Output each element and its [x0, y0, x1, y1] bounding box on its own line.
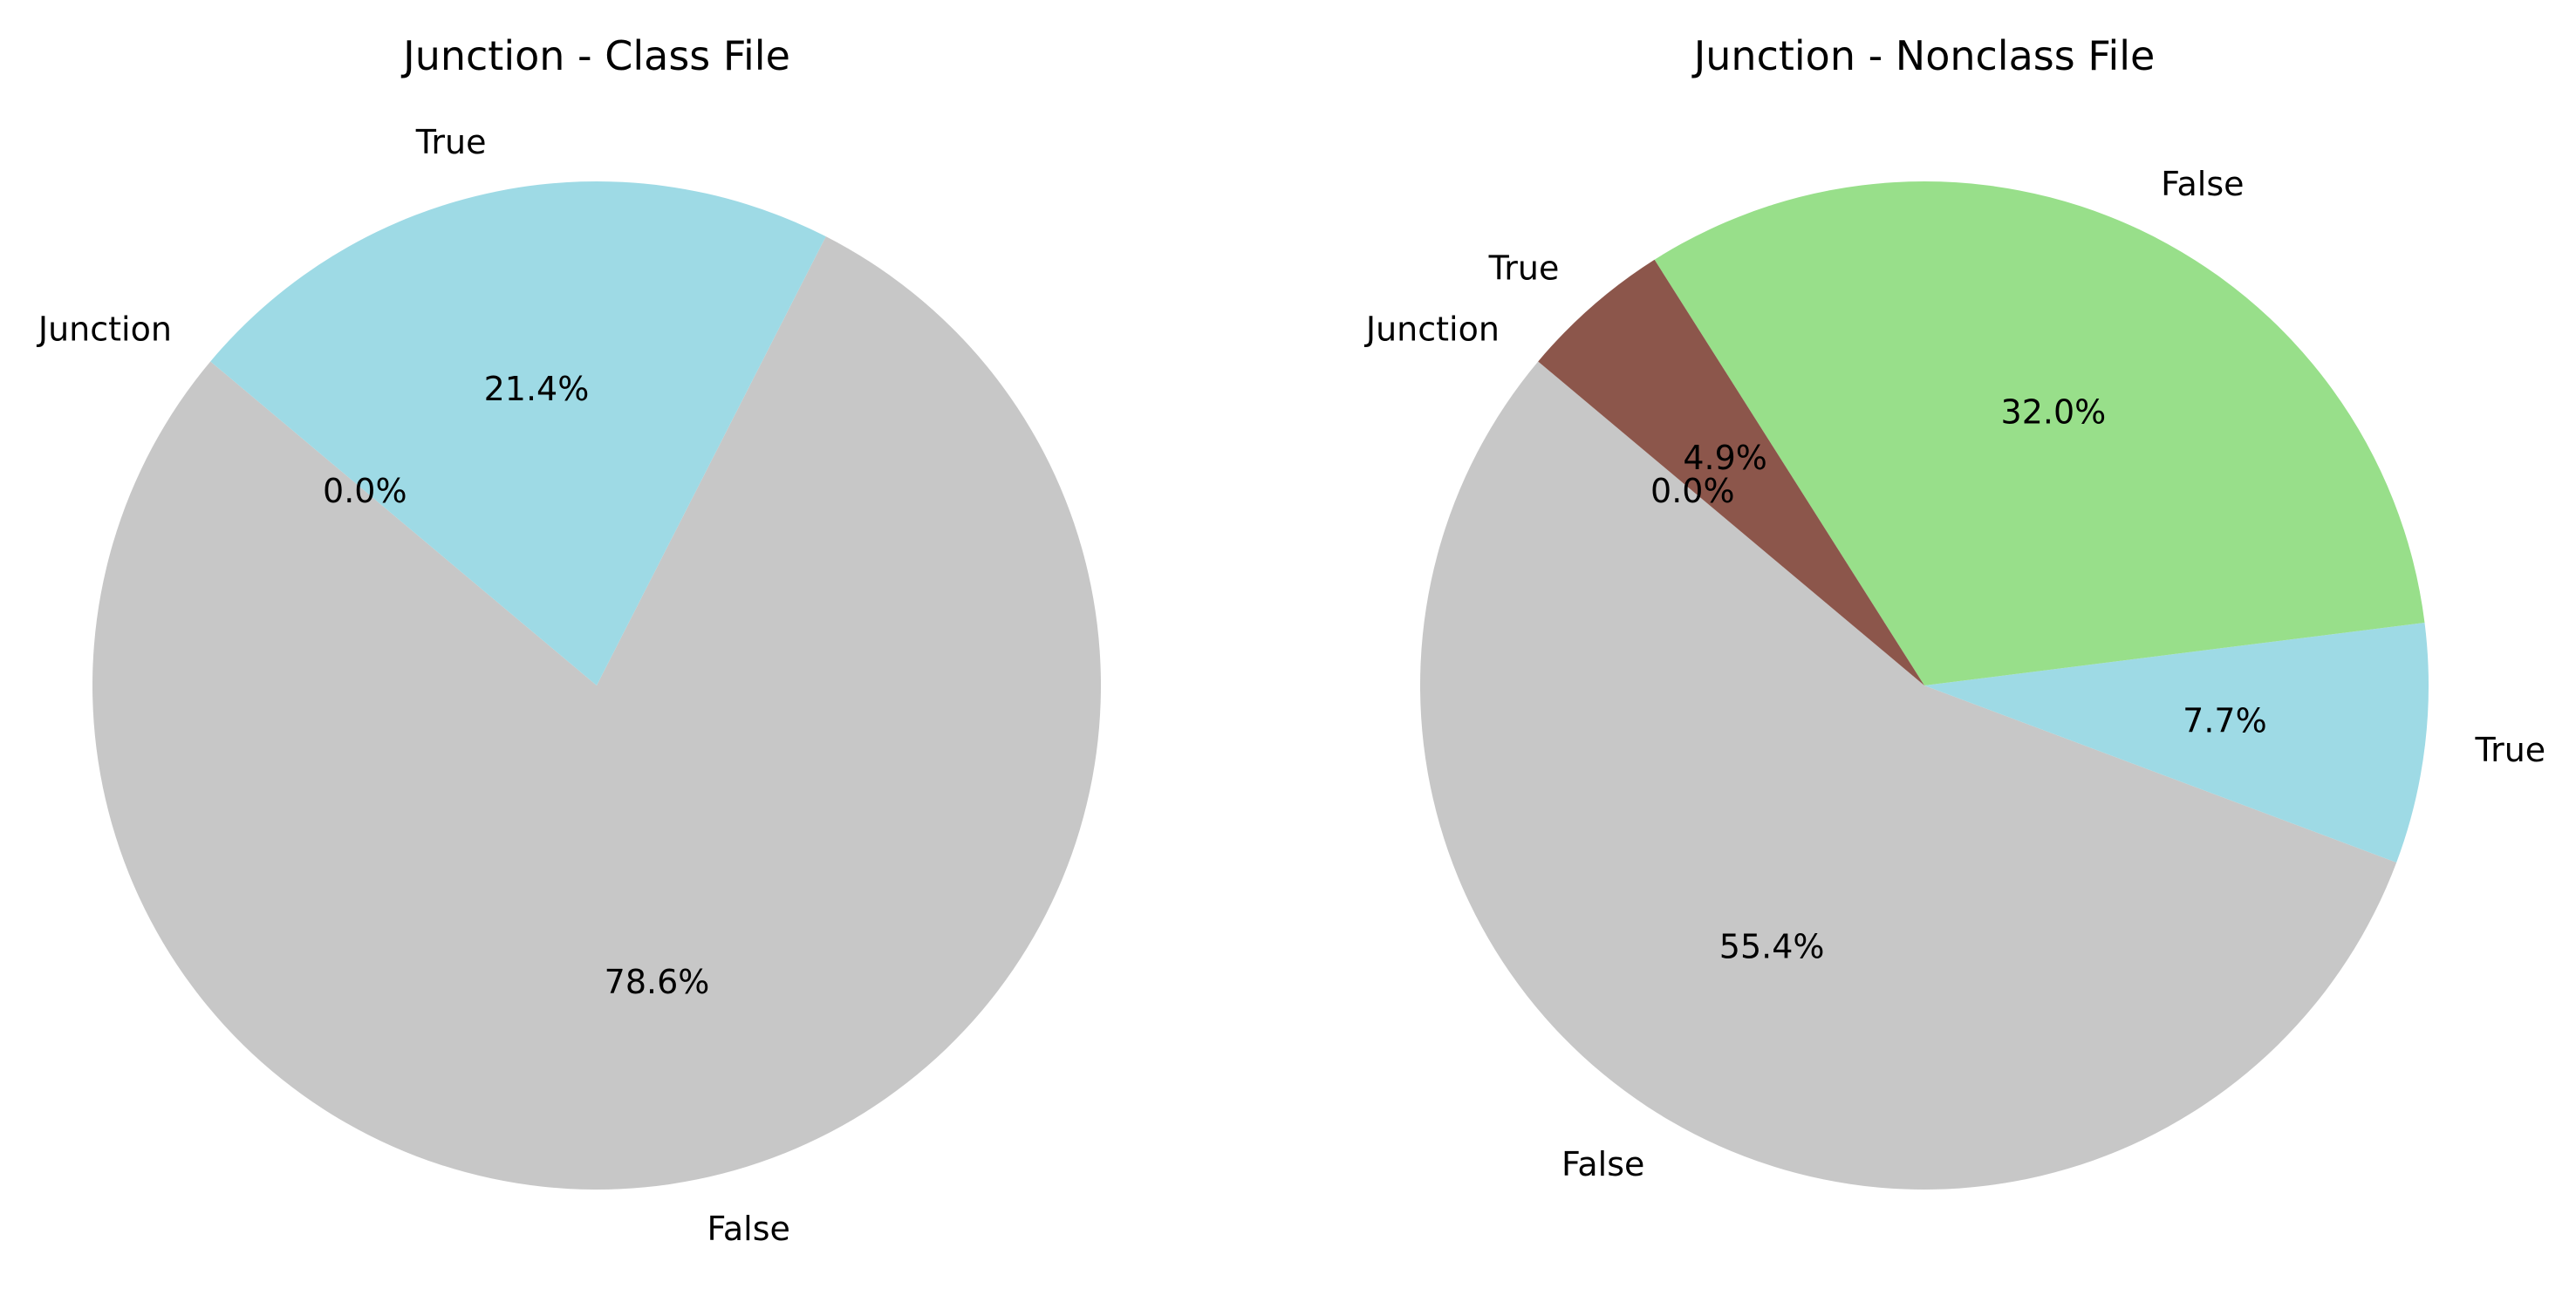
slice-percent-label: 32.0% — [2001, 392, 2107, 431]
pie-chart-class-file: Junction - Class File Junction 0.0% False 7… — [37, 32, 1102, 1248]
pie-slice-false-3 — [1654, 181, 2425, 685]
chart-title: Junction - Class File — [400, 32, 790, 79]
pie-chart-nonclass-file: Junction - Nonclass File Junction 0.0% Fal… — [1364, 32, 2545, 1190]
slice-percent-label: 55.4% — [1719, 927, 1825, 965]
slice-percent-label: 21.4% — [484, 370, 590, 408]
slice-percent-label: 0.0% — [323, 472, 407, 510]
slice-label-false: False — [707, 1210, 790, 1248]
slice-label-junction: Junction — [1364, 310, 1500, 348]
slice-percent-label: 78.6% — [605, 963, 710, 1001]
pie-slice-false-1 — [1420, 361, 2397, 1190]
slice-label-true: True — [1488, 249, 1560, 287]
pie-slice-true-2 — [210, 181, 826, 685]
pie-slices — [92, 181, 1102, 1190]
slice-label-true: True — [415, 123, 487, 161]
pie-slices — [1420, 181, 2429, 1190]
slice-label-junction: Junction — [37, 310, 172, 348]
pie-slice-true-4 — [1538, 259, 1924, 685]
slice-label-false: False — [2161, 165, 2244, 203]
slice-label-false: False — [1561, 1145, 1644, 1183]
pie-labels: Junction 0.0% False 78.6% True 21.4% — [37, 123, 790, 1248]
slice-label-true: True — [2474, 731, 2545, 769]
slice-percent-label: 7.7% — [2183, 701, 2267, 740]
chart-title: Junction - Nonclass File — [1691, 32, 2156, 79]
slice-percent-label: 4.9% — [1683, 439, 1767, 477]
slice-percent-label: 0.0% — [1650, 472, 1735, 510]
pie-labels: Junction 0.0% False 55.4% True 7.7% False 32.0%… — [1364, 165, 2545, 1183]
pie-slice-true-2 — [1924, 622, 2429, 863]
pie-slice-false-1 — [92, 236, 1102, 1190]
